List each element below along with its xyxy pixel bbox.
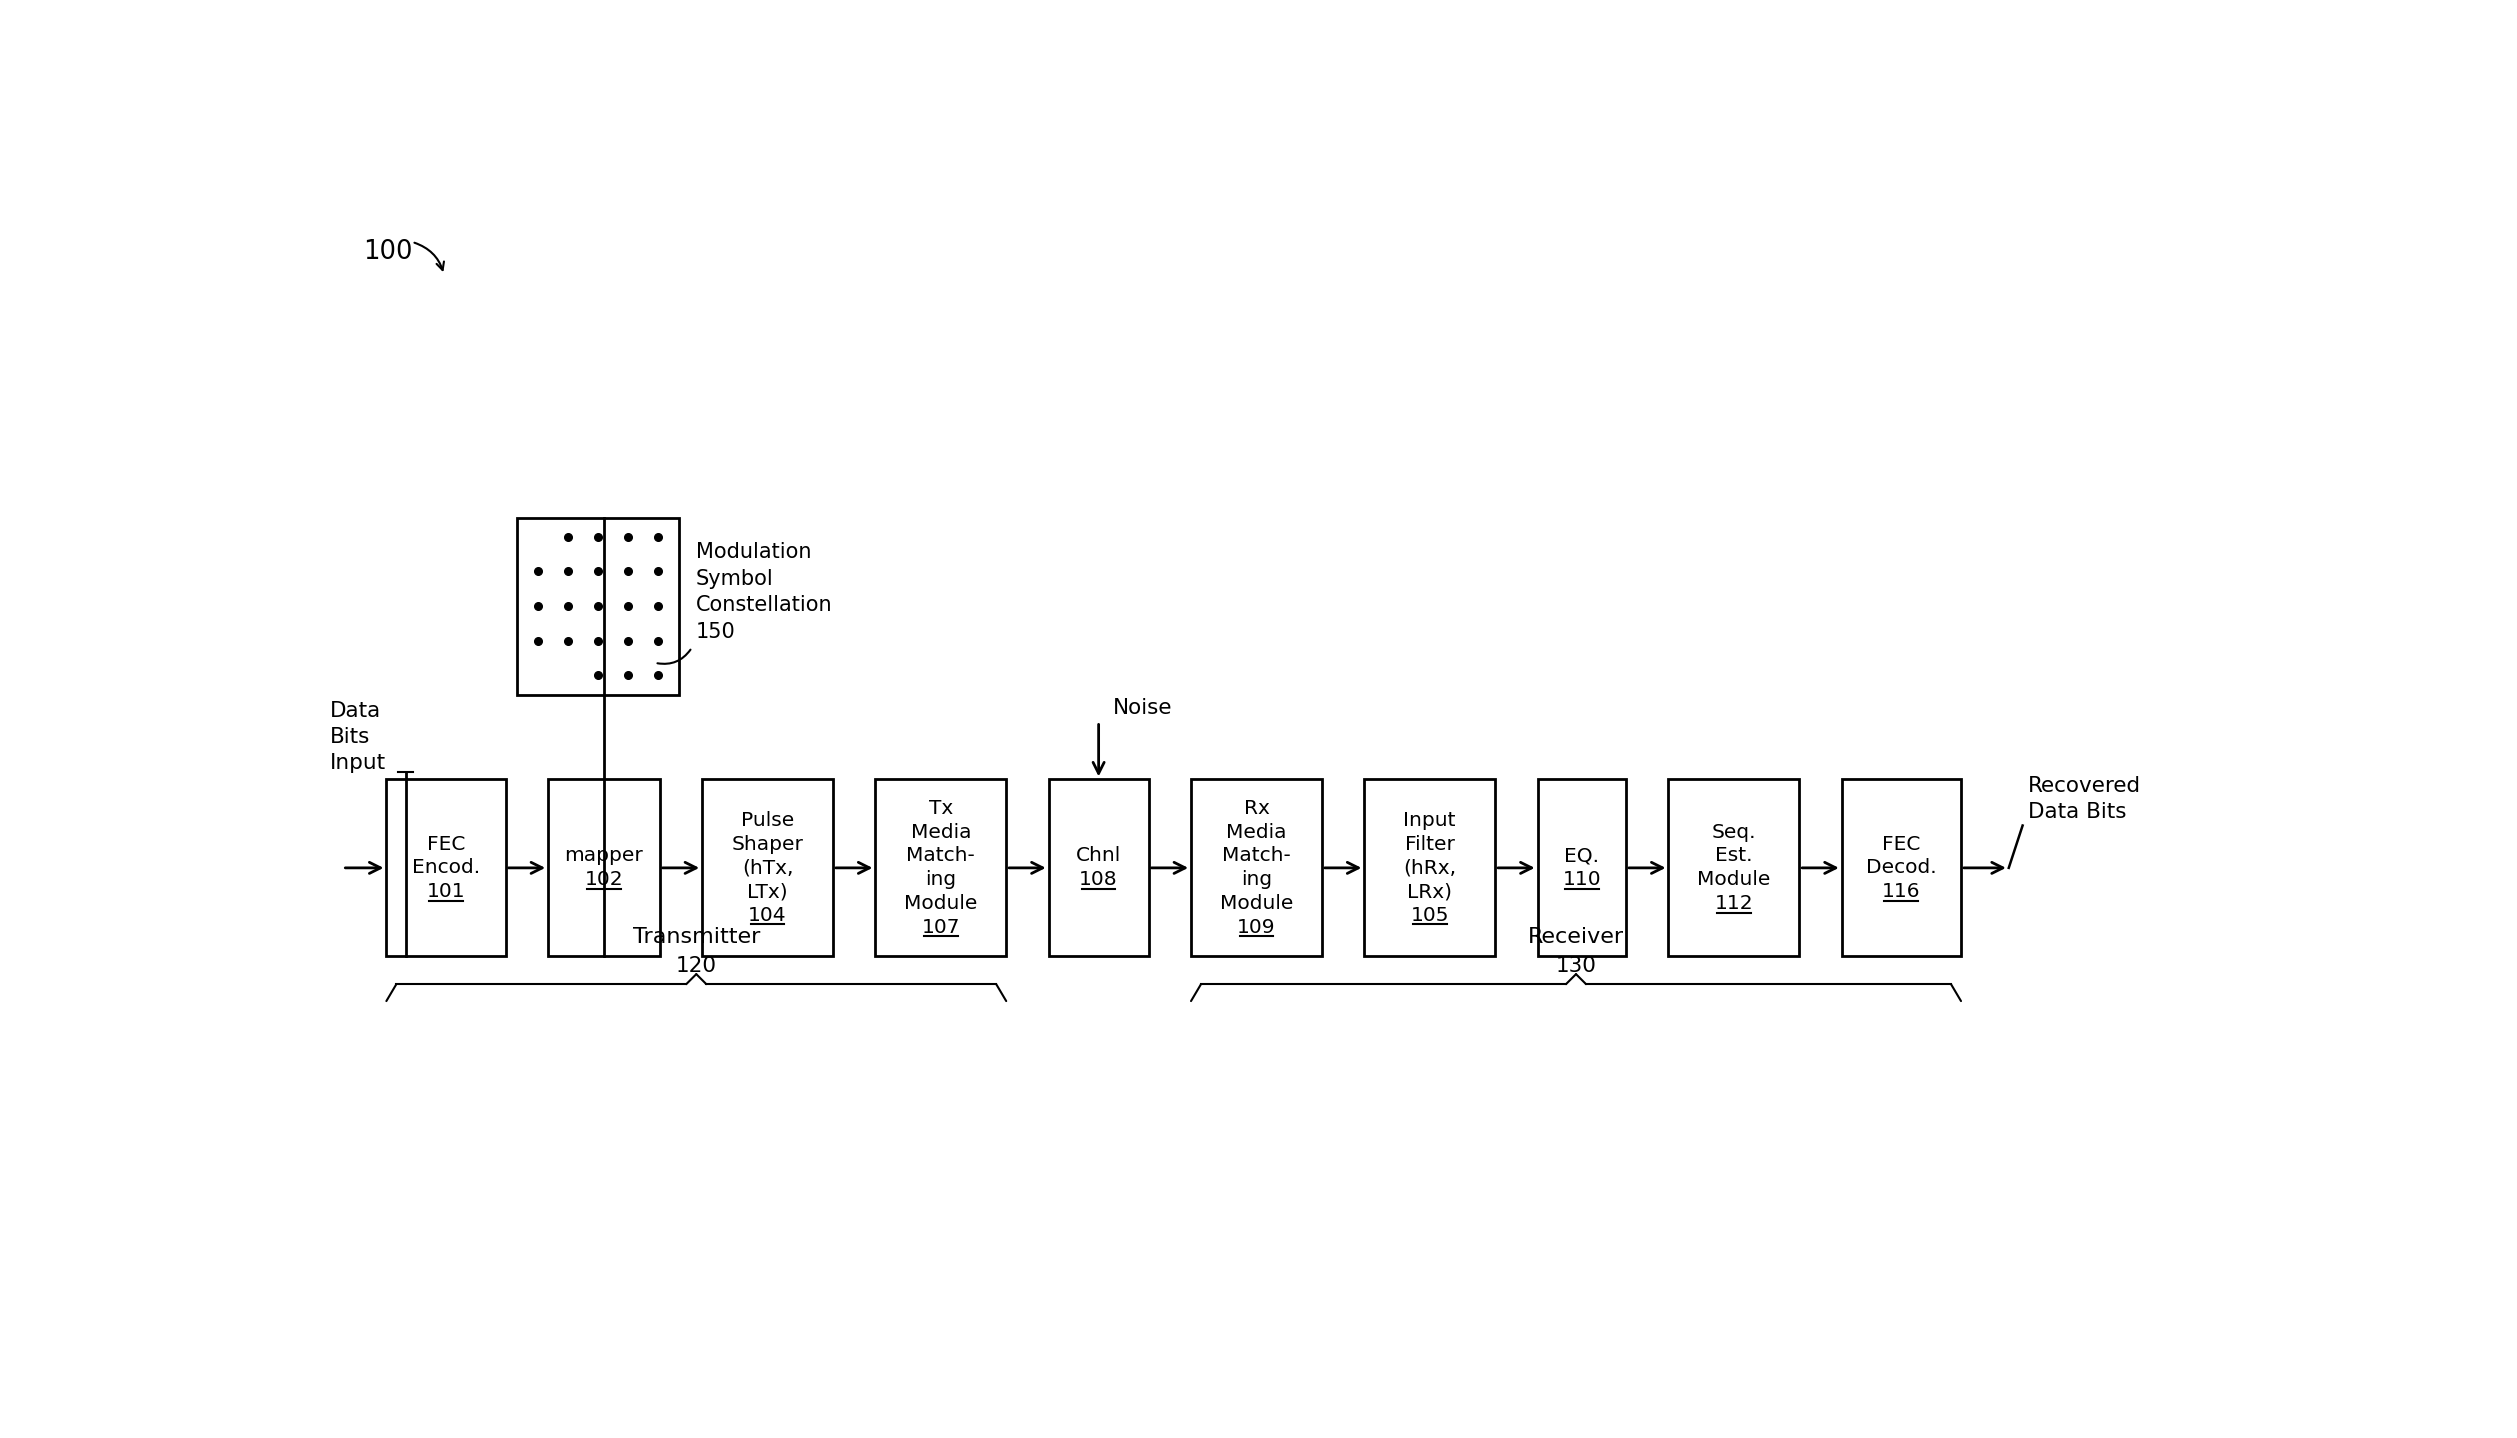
FancyArrowPatch shape xyxy=(415,243,443,270)
Text: Media: Media xyxy=(1226,823,1286,841)
Text: Chnl: Chnl xyxy=(1075,847,1120,866)
Bar xyxy=(388,779,506,956)
Text: (hTx,: (hTx, xyxy=(743,858,793,877)
Text: Module: Module xyxy=(904,894,977,913)
Text: Module: Module xyxy=(1696,870,1769,889)
Bar xyxy=(1050,779,1148,956)
Text: 120: 120 xyxy=(675,956,717,975)
Text: EQ.: EQ. xyxy=(1563,847,1598,866)
Text: Noise: Noise xyxy=(1113,697,1173,718)
Text: Match-: Match- xyxy=(1223,847,1291,866)
Text: 112: 112 xyxy=(1714,894,1754,913)
Bar xyxy=(1191,779,1321,956)
Text: Est.: Est. xyxy=(1714,847,1752,866)
Text: mapper: mapper xyxy=(564,847,644,866)
Text: 108: 108 xyxy=(1080,870,1118,889)
Text: LRx): LRx) xyxy=(1407,883,1452,902)
Text: Recovered
Data Bits: Recovered Data Bits xyxy=(2029,777,2142,821)
Text: Receiver: Receiver xyxy=(1528,928,1623,948)
Text: Seq.: Seq. xyxy=(1712,823,1757,841)
Text: Decod.: Decod. xyxy=(1865,858,1936,877)
Text: 100: 100 xyxy=(362,239,413,265)
Bar xyxy=(1364,779,1495,956)
Bar xyxy=(1538,779,1626,956)
FancyArrowPatch shape xyxy=(657,650,690,664)
Text: Rx: Rx xyxy=(1243,798,1269,818)
Text: (hRx,: (hRx, xyxy=(1402,858,1457,877)
Text: 109: 109 xyxy=(1238,917,1276,938)
Text: Modulation
Symbol
Constellation
150: Modulation Symbol Constellation 150 xyxy=(695,542,833,641)
Bar xyxy=(549,779,659,956)
Text: Tx: Tx xyxy=(929,798,954,818)
Text: 116: 116 xyxy=(1883,883,1920,902)
Text: 130: 130 xyxy=(1556,956,1596,975)
Bar xyxy=(876,779,1007,956)
Text: Pulse: Pulse xyxy=(740,811,795,830)
Text: Shaper: Shaper xyxy=(732,834,803,854)
Text: Input: Input xyxy=(1404,811,1455,830)
Text: 102: 102 xyxy=(584,870,624,889)
Text: Transmitter: Transmitter xyxy=(632,928,760,948)
Text: Media: Media xyxy=(911,823,972,841)
Bar xyxy=(1669,779,1800,956)
Bar xyxy=(1842,779,1961,956)
Text: Encod.: Encod. xyxy=(413,858,481,877)
Text: ing: ing xyxy=(1241,870,1271,889)
Bar xyxy=(702,779,833,956)
Text: 104: 104 xyxy=(748,906,788,925)
Text: 110: 110 xyxy=(1563,870,1601,889)
Text: 101: 101 xyxy=(428,883,466,902)
Text: ing: ing xyxy=(926,870,956,889)
Bar xyxy=(519,518,680,695)
Text: FEC: FEC xyxy=(428,834,466,854)
Text: 107: 107 xyxy=(921,917,959,938)
Text: Data
Bits
Input: Data Bits Input xyxy=(330,702,385,772)
Text: 105: 105 xyxy=(1410,906,1450,925)
Text: Match-: Match- xyxy=(906,847,974,866)
Text: FEC: FEC xyxy=(1883,834,1920,854)
Text: LTx): LTx) xyxy=(748,883,788,902)
Text: Module: Module xyxy=(1221,894,1294,913)
Text: Filter: Filter xyxy=(1404,834,1455,854)
